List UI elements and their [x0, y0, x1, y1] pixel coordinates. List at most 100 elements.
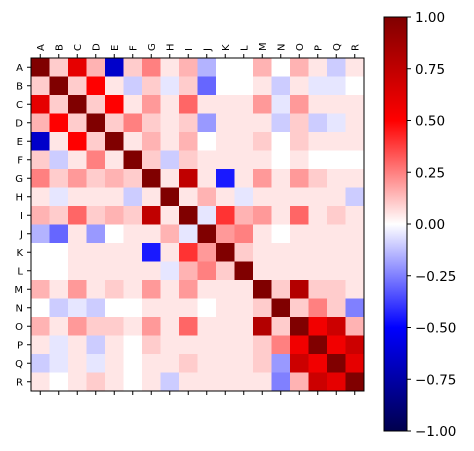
- heatmap-cell-P-E: [105, 335, 124, 355]
- heatmap-cell-Q-O: [290, 354, 309, 373]
- heatmap-cell-O-L: [234, 317, 254, 336]
- heatmap-cell-C-A: [31, 95, 50, 114]
- heatmap-cell-F-F: [123, 150, 143, 170]
- heatmap-cell-C-B: [49, 95, 69, 114]
- heatmap-cell-O-H: [160, 317, 180, 336]
- heatmap-cell-R-K: [216, 372, 235, 392]
- row-label-D: D: [15, 118, 23, 129]
- heatmap-cell-E-J: [197, 132, 217, 151]
- heatmap-cell-N-M: [253, 298, 272, 318]
- heatmap-cell-N-P: [308, 298, 328, 318]
- column-label-O: O: [295, 43, 306, 51]
- heatmap-cell-I-K: [216, 206, 235, 225]
- heatmap-cell-D-G: [142, 113, 161, 133]
- heatmap-cell-E-G: [142, 132, 161, 151]
- heatmap-cell-R-F: [123, 372, 143, 392]
- heatmap-cell-N-K: [216, 298, 235, 318]
- heatmap-cell-B-Q: [327, 76, 346, 96]
- heatmap-cell-N-J: [197, 298, 217, 318]
- heatmap-cell-E-Q: [327, 132, 346, 151]
- colorbar-label-0: −1.00: [415, 424, 456, 440]
- heatmap-cell-C-J: [197, 95, 217, 114]
- column-label-E: E: [110, 45, 121, 51]
- heatmap-cell-L-E: [105, 261, 124, 281]
- heatmap-cell-G-O: [290, 169, 309, 188]
- heatmap-frame: [30, 57, 365, 392]
- heatmap-cell-J-O: [290, 224, 309, 244]
- heatmap-cell-G-C: [68, 169, 87, 188]
- heatmap-cell-B-N: [271, 76, 291, 96]
- heatmap-cell-I-J: [197, 206, 217, 225]
- column-label-B: B: [54, 44, 65, 51]
- heatmap-cell-Q-R: [345, 354, 365, 373]
- heatmap-cell-K-M: [253, 243, 272, 262]
- heatmap-cell-G-B: [49, 169, 69, 188]
- heatmap-cell-I-I: [179, 206, 198, 225]
- heatmap-cell-G-N: [271, 169, 291, 188]
- heatmap-cell-L-N: [271, 261, 291, 281]
- column-label-N: N: [276, 44, 287, 51]
- heatmap-cell-F-H: [160, 150, 180, 170]
- column-label-C: C: [73, 44, 84, 51]
- heatmap-cell-K-L: [234, 243, 254, 262]
- heatmap-cell-L-D: [86, 261, 106, 281]
- column-label-P: P: [313, 45, 324, 51]
- heatmap-cell-M-J: [197, 280, 217, 299]
- heatmap-cell-R-R: [345, 372, 365, 392]
- heatmap-cell-N-O: [290, 298, 309, 318]
- heatmap-cell-E-M: [253, 132, 272, 151]
- heatmap-cell-H-O: [290, 187, 309, 207]
- heatmap-cell-C-F: [123, 95, 143, 114]
- column-label-A: A: [36, 44, 47, 51]
- heatmap-cell-A-N: [271, 58, 291, 77]
- heatmap-cell-C-D: [86, 95, 106, 114]
- heatmap-cell-D-O: [290, 113, 309, 133]
- heatmap-cell-N-B: [49, 298, 69, 318]
- heatmap-cell-N-Q: [327, 298, 346, 318]
- heatmap-cell-Q-K: [216, 354, 235, 373]
- colorbar: [383, 16, 408, 432]
- row-label-G: G: [15, 174, 23, 185]
- heatmap-cell-K-C: [68, 243, 87, 262]
- heatmap-cell-K-I: [179, 243, 198, 262]
- heatmap-cell-B-K: [216, 76, 235, 96]
- row-label-I: I: [20, 211, 23, 222]
- heatmap-cell-L-C: [68, 261, 87, 281]
- heatmap-cell-Q-D: [86, 354, 106, 373]
- heatmap-cell-M-G: [142, 280, 161, 299]
- heatmap-cell-L-K: [216, 261, 235, 281]
- heatmap-cell-H-H: [160, 187, 180, 207]
- heatmap-cell-J-J: [197, 224, 217, 244]
- heatmap-cell-G-J: [197, 169, 217, 188]
- heatmap-cell-P-G: [142, 335, 161, 355]
- heatmap-cell-F-J: [197, 150, 217, 170]
- heatmap-cell-R-G: [142, 372, 161, 392]
- heatmap-cell-K-N: [271, 243, 291, 262]
- heatmap-cell-M-I: [179, 280, 198, 299]
- heatmap-cell-N-G: [142, 298, 161, 318]
- heatmap-cell-F-R: [345, 150, 365, 170]
- heatmap-cell-K-O: [290, 243, 309, 262]
- heatmap-cell-K-F: [123, 243, 143, 262]
- heatmap-cell-P-R: [345, 335, 365, 355]
- heatmap-cell-F-B: [49, 150, 69, 170]
- heatmap-cell-M-K: [216, 280, 235, 299]
- colorbar-label-7: 0.75: [415, 62, 445, 78]
- heatmap-cell-G-L: [234, 169, 254, 188]
- heatmap-cell-Q-J: [197, 354, 217, 373]
- heatmap-cell-K-E: [105, 243, 124, 262]
- heatmap-cell-B-J: [197, 76, 217, 96]
- heatmap-cell-C-C: [68, 95, 87, 114]
- colorbar-label-8: 1.00: [415, 10, 445, 26]
- heatmap-cell-L-H: [160, 261, 180, 281]
- heatmap-cell-I-A: [31, 206, 50, 225]
- column-label-I: I: [184, 48, 195, 51]
- heatmap-cell-C-M: [253, 95, 272, 114]
- heatmap-cell-I-G: [142, 206, 161, 225]
- row-label-A: A: [16, 63, 23, 74]
- heatmap-cell-C-E: [105, 95, 124, 114]
- heatmap-cells: [31, 58, 365, 392]
- heatmap-cell-H-E: [105, 187, 124, 207]
